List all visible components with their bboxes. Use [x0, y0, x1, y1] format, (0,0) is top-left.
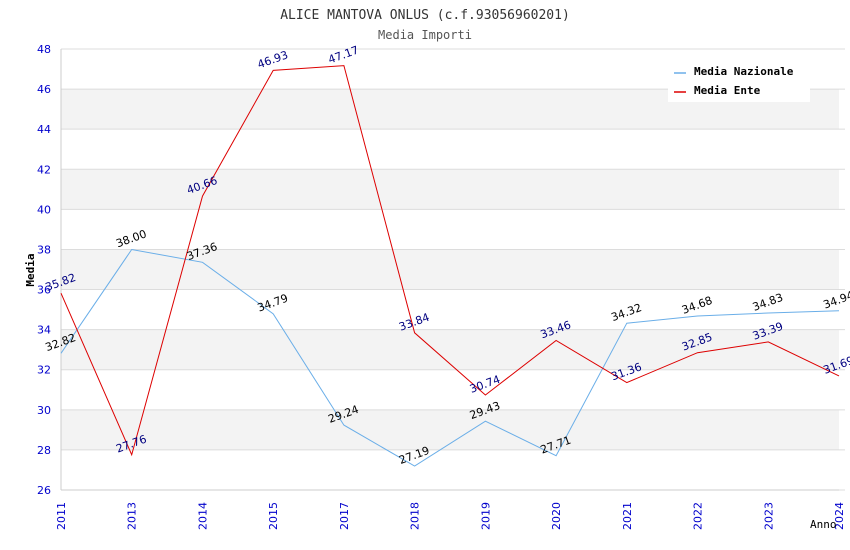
grid-band: [61, 169, 839, 210]
legend-box: [668, 60, 810, 102]
x-tick-label: 2018: [409, 502, 422, 530]
y-tick-label: 26: [37, 484, 51, 497]
chart-title: ALICE MANTOVA ONLUS (c.f.93056960201): [280, 8, 570, 23]
data-label-media-nazionale: 34.94: [822, 289, 850, 312]
x-tick-label: 2019: [479, 502, 492, 530]
x-tick-labels: 2011 2013 2014 2015 2017 2018 2019 2020 2021 2022…: [55, 502, 846, 530]
chart-subtitle: Media Importi: [378, 28, 472, 42]
x-tick-label: 2015: [267, 502, 280, 530]
y-tick-label: 34: [37, 324, 51, 337]
y-tick-label: 42: [37, 163, 51, 176]
x-tick-label: 2011: [55, 502, 68, 530]
x-tick-label: 2017: [338, 502, 351, 530]
y-tick-label: 46: [37, 83, 51, 96]
x-tick-label: 2023: [762, 502, 775, 530]
x-tick-label: 2022: [692, 502, 705, 530]
x-tick-label: 2014: [196, 502, 209, 530]
legend: Media Nazionale Media Ente: [668, 60, 810, 102]
axes: [60, 49, 839, 491]
y-tick-label: 44: [37, 123, 51, 136]
legend-label-media-ente: Media Ente: [694, 84, 761, 97]
y-tick-labels: 26 28 30 32 34 36 38 40 42 44 46 48: [37, 43, 51, 497]
x-tick-label: 2020: [550, 502, 563, 530]
y-tick-label: 36: [37, 284, 51, 297]
data-label-media-nazionale: 34.32: [609, 301, 643, 324]
y-tick-label: 30: [37, 404, 51, 417]
series-line-media-ente: [60, 65, 840, 457]
data-label-media-ente: 47.17: [326, 43, 360, 66]
grid-band: [61, 329, 839, 370]
data-label-media-nazionale: 34.68: [680, 294, 714, 317]
data-label-media-ente: 30.74: [468, 373, 502, 396]
grid-lines: [61, 48, 845, 491]
y-tick-label: 40: [37, 203, 51, 216]
y-tick-label: 32: [37, 364, 51, 377]
x-tick-label: 2013: [126, 502, 139, 530]
grid-bands: [61, 89, 839, 450]
y-tick-label: 38: [37, 243, 51, 256]
legend-label-media-nazionale: Media Nazionale: [694, 65, 794, 78]
data-label-media-nazionale: 38.00: [114, 227, 148, 250]
series-line-media-nazionale: [60, 248, 840, 467]
y-tick-label: 28: [37, 444, 51, 457]
series-lines: [60, 65, 840, 467]
x-axis-label: Anno: [810, 518, 837, 531]
data-label-media-ente: 46.93: [256, 48, 290, 71]
data-label-media-nazionale: 34.79: [256, 292, 290, 315]
grid-band: [61, 249, 839, 290]
x-tick-label: 2024: [833, 502, 846, 530]
y-tick-label: 48: [37, 43, 51, 56]
data-label-media-nazionale: 34.83: [751, 291, 785, 314]
y-axis-label: Media: [24, 253, 37, 286]
x-tick-label: 2021: [621, 502, 634, 530]
